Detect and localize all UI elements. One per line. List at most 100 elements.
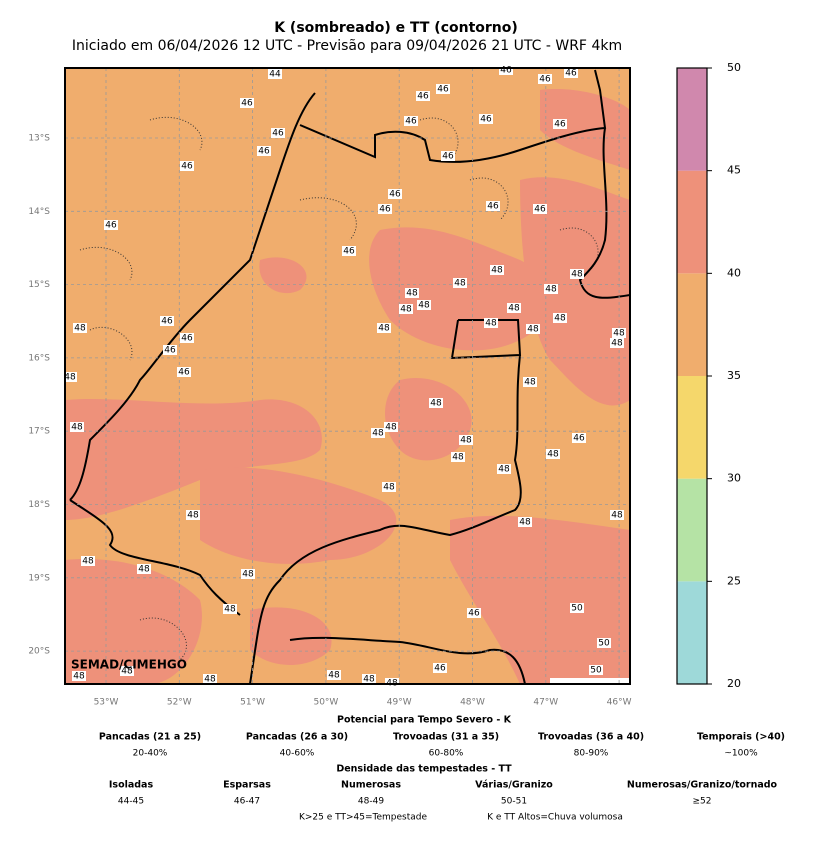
contour-label: 46 [389, 190, 401, 200]
colorbar-label: 30 [727, 472, 741, 485]
legend-class: Temporais (>40) [697, 732, 785, 743]
label-bg [499, 65, 513, 75]
label-bg [436, 84, 450, 94]
contour-label: 48 [64, 373, 76, 383]
contour-label: 48 [524, 378, 536, 388]
label-bg [597, 638, 611, 648]
label-bg [433, 663, 447, 673]
lon-label: 46°W [607, 698, 632, 708]
legend-range: 80-90% [574, 749, 609, 759]
contour-label: 48 [383, 483, 395, 493]
legend-class: Isoladas [109, 780, 154, 791]
label-bg [441, 151, 455, 161]
label-bg [362, 674, 376, 684]
label-bg [120, 666, 134, 676]
label-bg [240, 98, 254, 108]
label-bg [241, 569, 255, 579]
label-bg [526, 324, 540, 334]
contour-label: 46 [164, 346, 176, 356]
contour-label: 50 [590, 666, 602, 676]
label-bg [490, 265, 504, 275]
contour-label: 46 [181, 334, 193, 344]
contour-label: 48 [611, 511, 623, 521]
contour-label: 48 [418, 301, 430, 311]
colorbar-label: 35 [727, 369, 741, 382]
legend-range: ≥52 [693, 797, 712, 807]
label-bg [137, 564, 151, 574]
contour-label: 48 [491, 266, 503, 276]
legend-title: Densidade das tempestades - TT [336, 764, 512, 775]
contour-label: 46 [534, 205, 546, 215]
label-bg [327, 670, 341, 680]
legend-class: Numerosas [341, 780, 401, 791]
colorbar-label: 45 [727, 164, 741, 177]
subtitle: Iniciado em 06/04/2026 12 UTC - Previsão… [72, 38, 622, 54]
label-bg [544, 284, 558, 294]
label-bg [610, 338, 624, 348]
label-bg [382, 482, 396, 492]
label-bg [342, 246, 356, 256]
label-bg [378, 204, 392, 214]
legend-class: Pancadas (21 a 25) [99, 732, 201, 743]
label-bg [459, 435, 473, 445]
label-bg [451, 452, 465, 462]
contour-label: 48 [378, 324, 390, 334]
label-bg [553, 119, 567, 129]
label-bg [257, 146, 271, 156]
label-bg [81, 556, 95, 566]
label-bg [564, 68, 578, 78]
lat-label: 18°S [28, 500, 50, 510]
legend-range: ~100% [724, 749, 758, 759]
contour-label: 46 [417, 92, 429, 102]
label-bg [610, 510, 624, 520]
label-bg [570, 269, 584, 279]
label-bg [416, 91, 430, 101]
contour-label: 46 [105, 221, 117, 231]
contour-label: 48 [224, 605, 236, 615]
colorbar-label: 25 [727, 574, 741, 587]
lon-label: 50°W [313, 698, 338, 708]
label-bg [70, 422, 84, 432]
label-bg [180, 333, 194, 343]
label-bg [553, 313, 567, 323]
credit: SEMAD/CIMEHGO [71, 658, 187, 672]
contour-label: 46 [554, 120, 566, 130]
label-bg [177, 367, 191, 377]
label-bg [479, 114, 493, 124]
label-bg [538, 74, 552, 84]
label-bg [384, 422, 398, 432]
contour-label: 46 [468, 609, 480, 619]
legend-class: Esparsas [223, 780, 271, 791]
contour-label: 48 [74, 324, 86, 334]
label-bg [404, 116, 418, 126]
label-bg [203, 674, 217, 684]
contour-label: 46 [487, 202, 499, 212]
label-bg [523, 377, 537, 387]
contour-label: 48 [485, 319, 497, 329]
contour-label: 46 [565, 69, 577, 79]
contour-label: 46 [480, 115, 492, 125]
contour-label: 46 [258, 147, 270, 157]
contour-label: 48 [82, 557, 94, 567]
contour-label: 48 [460, 436, 472, 446]
label-bg [486, 201, 500, 211]
label-bg [589, 665, 603, 675]
legend-range: 20-40% [133, 749, 168, 759]
contour-label: 48 [527, 325, 539, 335]
lat-label: 15°S [28, 280, 50, 290]
label-bg [186, 510, 200, 520]
label-bg [405, 288, 419, 298]
title: K (sombreado) e TT (contorno) [274, 20, 518, 36]
contour-label: 46 [437, 85, 449, 95]
legend-range: 46-47 [234, 797, 260, 807]
legend-class: Trovoadas (36 a 40) [538, 732, 644, 743]
legend-range: 50-51 [501, 797, 527, 807]
lon-label: 51°W [240, 698, 265, 708]
contour-label: 48 [498, 465, 510, 475]
label-bg [572, 433, 586, 443]
contour-label: 48 [372, 429, 384, 439]
label-bg [399, 304, 413, 314]
contour-label: 48 [71, 423, 83, 433]
lat-label: 14°S [28, 207, 50, 217]
contour-label: 46 [241, 99, 253, 109]
